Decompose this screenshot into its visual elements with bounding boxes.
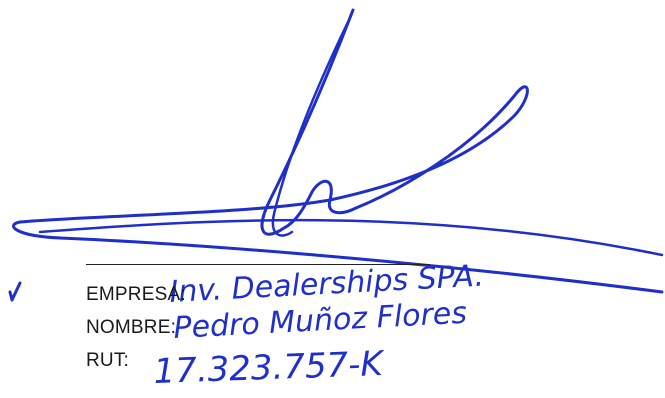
empresa-label: EMPRESA:	[86, 284, 186, 305]
handwritten-rut: 17.323.757-K	[153, 344, 386, 392]
signature-line	[86, 264, 430, 265]
signature-inner-stroke	[271, 20, 350, 237]
signature-tick-mark	[8, 281, 22, 302]
nombre-label: NOMBRE:	[86, 317, 177, 338]
signature-main-stroke	[12, 8, 664, 294]
rut-label: RUT:	[86, 350, 130, 371]
signature-tail-stroke	[38, 218, 664, 257]
